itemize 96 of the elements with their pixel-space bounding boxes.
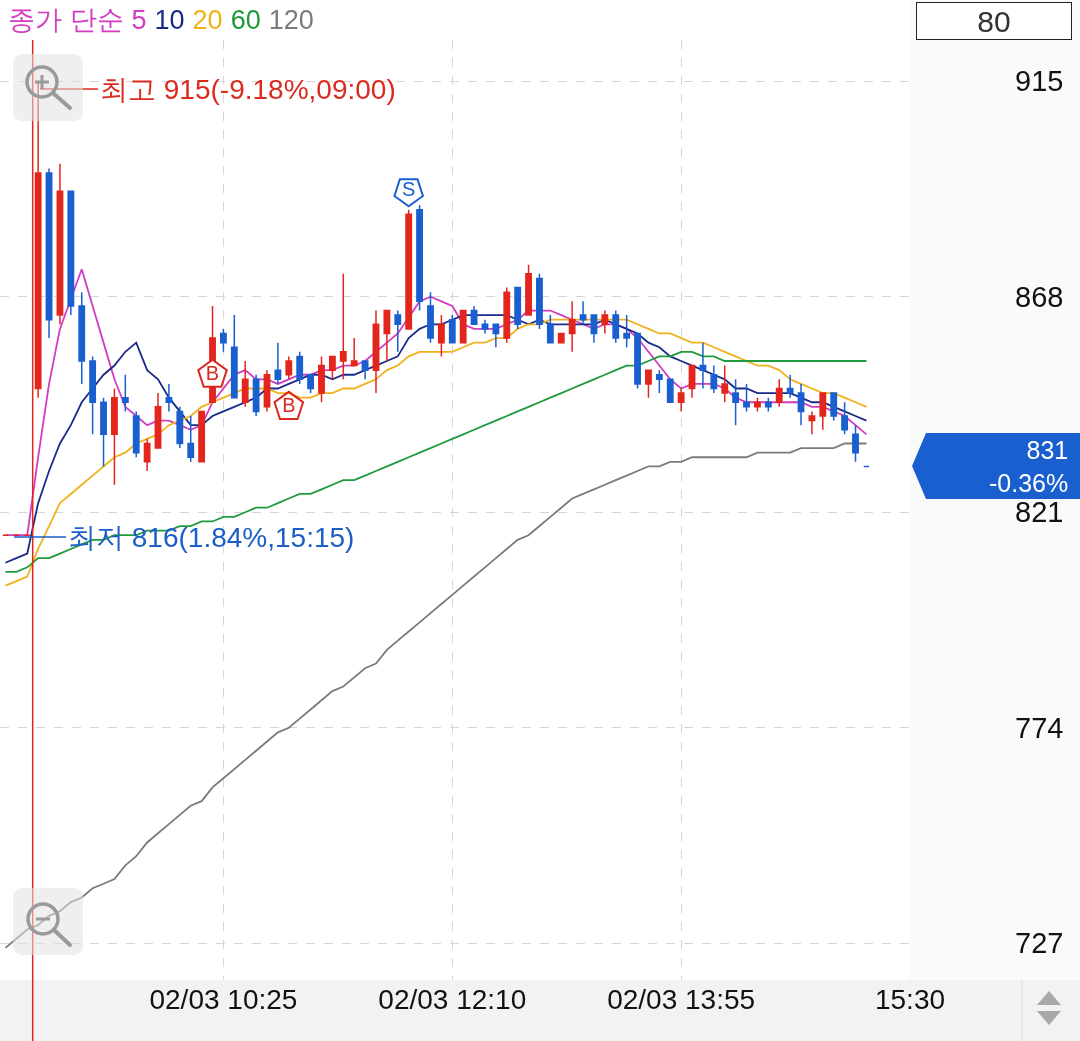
candlestick — [100, 396, 107, 468]
candlestick — [350, 337, 358, 367]
candlestick — [579, 300, 587, 326]
candlestick — [176, 406, 184, 449]
candlestick — [67, 190, 75, 316]
candlestick — [710, 364, 718, 394]
candlestick — [797, 383, 805, 426]
text: 831 -0.36% — [989, 436, 1069, 497]
x-tick-label: 02/03 12:10 — [378, 984, 527, 1015]
x-tick-label: 02/03 13:55 — [607, 984, 756, 1015]
text: 5 — [131, 5, 147, 35]
text: 60 — [230, 5, 261, 35]
candlestick — [143, 438, 151, 472]
candlestick — [328, 355, 336, 381]
candlestick — [612, 309, 620, 344]
candlestick — [78, 291, 86, 385]
candlestick — [623, 314, 631, 348]
x-tick-label: 02/03 10:25 — [149, 984, 298, 1015]
text: 10 — [154, 5, 185, 35]
candlestick — [786, 373, 794, 399]
candlestick — [841, 401, 849, 436]
candlestick — [754, 396, 761, 413]
candlestick — [830, 392, 838, 422]
candlestick — [808, 410, 816, 436]
candlestick — [655, 369, 663, 394]
candlestick — [775, 378, 783, 408]
y-tick-label: 774 — [1015, 711, 1064, 744]
data-label: B — [205, 361, 220, 384]
candlestick — [503, 286, 511, 344]
candlestick — [732, 378, 740, 426]
candlestick — [852, 424, 859, 463]
annotation: 최고 915(-9.18%,09:00) — [100, 74, 396, 105]
candlestick — [743, 383, 750, 413]
candlestick — [361, 360, 369, 381]
candlestick — [339, 273, 347, 381]
x-tick-label: 15:30 — [874, 984, 946, 1015]
y-tick-label: 915 — [1015, 65, 1064, 98]
text: 80 — [977, 4, 1011, 38]
candlestick — [557, 332, 565, 344]
data-label: B — [282, 393, 296, 416]
candlestick — [721, 364, 729, 403]
candlestick — [252, 373, 260, 417]
candlestick — [699, 341, 707, 390]
candlestick — [241, 360, 249, 408]
candlestick — [154, 392, 162, 449]
candlestick — [634, 332, 641, 390]
candlestick — [688, 364, 696, 399]
line-series — [4, 442, 868, 949]
candlestick — [525, 263, 532, 316]
candlestick — [514, 286, 522, 330]
candlestick — [274, 341, 282, 385]
data-label: S — [402, 178, 416, 201]
y-tick-label: 727 — [1015, 927, 1064, 960]
candlestick — [819, 392, 827, 431]
text: 120 — [268, 5, 314, 35]
candlestick — [318, 355, 325, 403]
candlestick — [285, 355, 293, 381]
candlestick — [296, 351, 304, 385]
candlestick — [590, 314, 598, 344]
candlestick — [394, 309, 402, 353]
candlestick — [427, 291, 434, 344]
candlestick — [568, 300, 576, 353]
candlestick — [45, 167, 53, 339]
candlestick — [416, 204, 423, 312]
candlestick — [448, 314, 456, 344]
candlestick — [372, 309, 380, 394]
line-series — [4, 350, 868, 573]
candlestick — [677, 387, 685, 413]
candlestick — [492, 323, 500, 348]
candlestick — [645, 369, 652, 399]
candlestick — [111, 387, 118, 486]
candlestick — [219, 328, 227, 353]
candlestick — [56, 163, 64, 326]
candlestick — [601, 309, 609, 335]
candlestick — [121, 373, 129, 413]
candlestick — [187, 415, 195, 463]
candlestick — [536, 273, 543, 330]
candlestick — [459, 309, 467, 344]
candlestick — [481, 318, 489, 335]
y-tick-label: 868 — [1015, 280, 1064, 313]
candlestick — [437, 314, 445, 358]
candlestick — [230, 314, 238, 399]
candlestick — [383, 309, 391, 362]
candlestick — [546, 314, 554, 344]
candlestick — [89, 355, 97, 436]
candlestick — [198, 410, 206, 463]
text: 20 — [192, 5, 223, 35]
candlestick — [666, 378, 674, 403]
candlestick — [405, 208, 413, 330]
candlestick — [263, 369, 271, 413]
candlestick — [165, 383, 173, 413]
legend-title: 종가 단순 — [8, 5, 124, 35]
candlestick — [132, 410, 140, 459]
y-tick-label: 821 — [1015, 496, 1064, 529]
candlestick — [307, 373, 315, 394]
candlestick — [764, 396, 772, 413]
